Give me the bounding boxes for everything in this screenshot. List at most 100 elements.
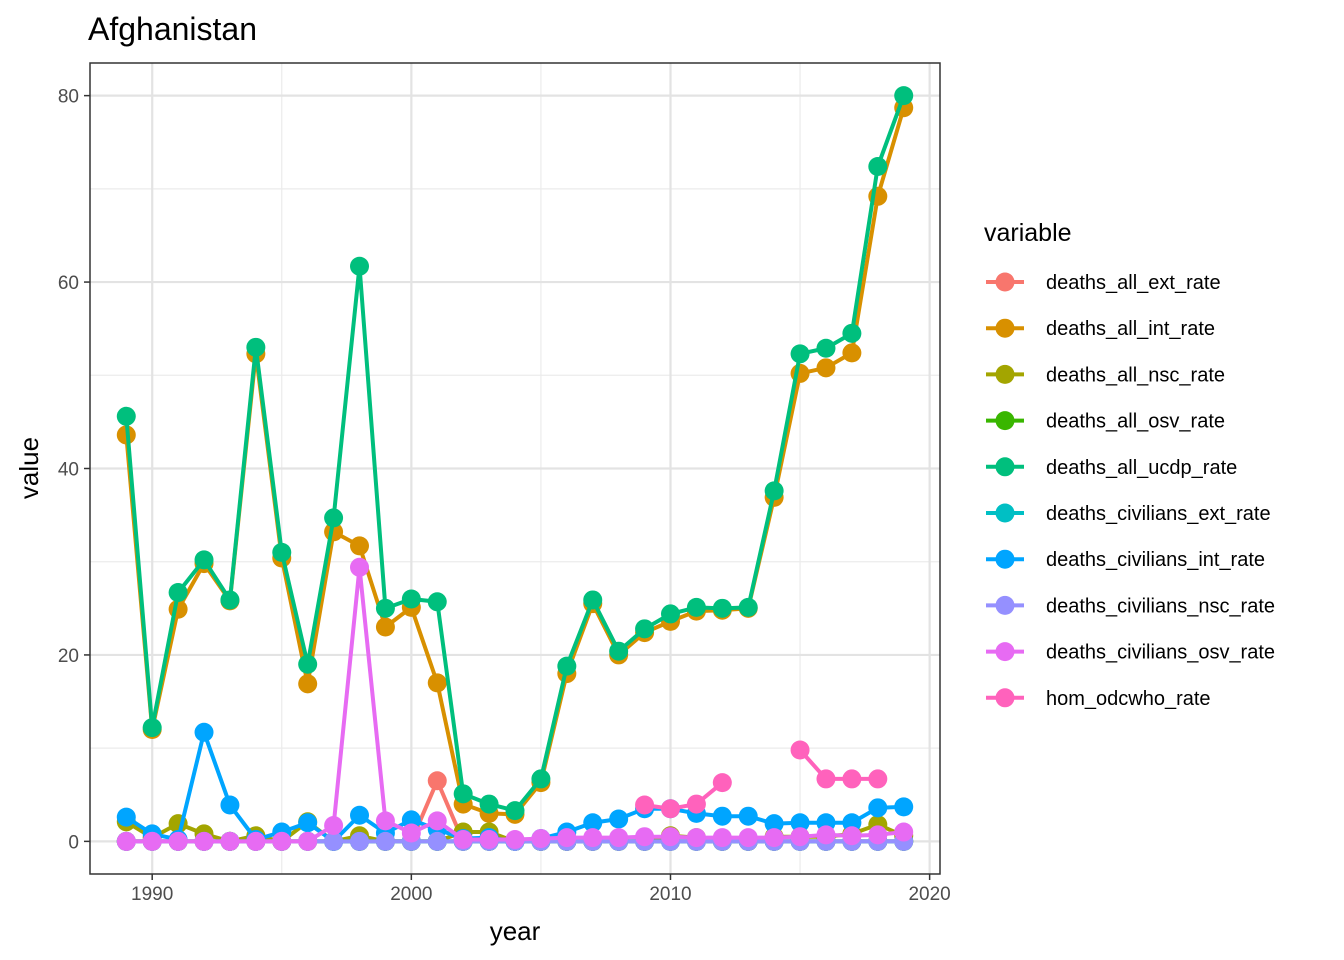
legend-item: hom_odcwho_rate	[986, 688, 1211, 710]
data-point	[609, 641, 629, 661]
data-point	[842, 813, 862, 833]
legend-item: deaths_all_ucdp_rate	[986, 457, 1237, 479]
legend-item: deaths_civilians_int_rate	[986, 549, 1265, 571]
legend-key-point	[995, 595, 1015, 615]
data-point	[738, 597, 758, 617]
data-point	[531, 769, 551, 789]
data-point	[842, 826, 862, 846]
data-point	[479, 794, 499, 814]
legend-label: hom_odcwho_rate	[1046, 688, 1211, 710]
legend-label: deaths_all_ext_rate	[1046, 272, 1221, 294]
data-point	[816, 338, 836, 358]
y-tick-label: 60	[58, 273, 79, 294]
x-tick-label: 2000	[390, 884, 432, 905]
legend-key-point	[995, 503, 1015, 523]
data-point	[298, 831, 318, 851]
series-hom_odcwho_rate	[635, 740, 888, 819]
data-point	[635, 795, 655, 815]
data-point	[894, 822, 914, 842]
data-point	[324, 508, 344, 528]
data-point	[298, 654, 318, 674]
data-point	[350, 256, 370, 276]
data-point	[479, 830, 499, 850]
y-tick-label: 80	[58, 87, 79, 108]
data-point	[401, 823, 421, 843]
data-point	[764, 828, 784, 848]
data-point	[272, 542, 292, 562]
data-point	[635, 827, 655, 847]
data-point	[375, 811, 395, 831]
data-point	[324, 831, 344, 851]
legend-key-point	[995, 318, 1015, 338]
data-point	[350, 831, 370, 851]
data-point	[505, 830, 525, 850]
data-point	[868, 825, 888, 845]
data-point	[168, 831, 188, 851]
data-point	[116, 831, 136, 851]
series-line	[644, 781, 724, 811]
data-point	[583, 813, 603, 833]
legend-key-point	[995, 457, 1015, 477]
legend-label: deaths_all_ucdp_rate	[1046, 457, 1237, 479]
data-point	[220, 831, 240, 851]
legend-item: deaths_civilians_ext_rate	[986, 503, 1271, 525]
data-point	[790, 344, 810, 364]
data-point	[738, 828, 758, 848]
data-point	[505, 801, 525, 821]
legend-item: deaths_all_nsc_rate	[986, 364, 1225, 386]
data-point	[686, 597, 706, 617]
data-point	[712, 773, 732, 793]
legend-item: deaths_all_osv_rate	[986, 411, 1225, 433]
y-axis-title: value	[14, 437, 44, 499]
data-point	[660, 827, 680, 847]
legend-title: variable	[984, 219, 1072, 247]
x-tick-label: 2010	[649, 884, 691, 905]
data-point	[764, 814, 784, 834]
data-point	[298, 813, 318, 833]
series-layer	[116, 86, 914, 851]
data-point	[609, 828, 629, 848]
legend: variable deaths_all_ext_rate deaths_all_i…	[984, 219, 1275, 710]
data-point	[842, 343, 862, 363]
data-point	[298, 674, 318, 694]
data-point	[842, 769, 862, 789]
data-point	[738, 806, 758, 826]
legend-item: deaths_all_int_rate	[986, 318, 1215, 340]
data-point	[142, 718, 162, 738]
data-point	[790, 813, 810, 833]
legend-items: deaths_all_ext_rate deaths_all_int_ratede…	[986, 272, 1275, 710]
data-point	[816, 825, 836, 845]
data-point	[583, 828, 603, 848]
data-point	[660, 799, 680, 819]
chart-title: Afghanistan	[88, 11, 257, 47]
y-tick-label: 20	[58, 646, 79, 667]
legend-label: deaths_civilians_int_rate	[1046, 549, 1265, 571]
legend-key-point	[995, 272, 1015, 292]
legend-label: deaths_all_nsc_rate	[1046, 364, 1225, 386]
data-point	[246, 831, 266, 851]
legend-key-point	[995, 364, 1015, 384]
data-point	[712, 828, 732, 848]
legend-item: deaths_civilians_nsc_rate	[986, 595, 1275, 617]
legend-key-point	[995, 688, 1015, 708]
data-point	[635, 619, 655, 639]
data-point	[583, 590, 603, 610]
data-point	[194, 550, 214, 570]
data-point	[427, 673, 447, 693]
data-point	[868, 156, 888, 176]
data-point	[453, 784, 473, 804]
data-point	[168, 582, 188, 602]
data-point	[375, 831, 395, 851]
legend-key-point	[995, 411, 1015, 431]
series-deaths_all_ucdp_rate	[116, 86, 914, 821]
data-point	[116, 406, 136, 426]
data-point	[272, 831, 292, 851]
data-point	[816, 769, 836, 789]
data-point	[816, 358, 836, 378]
legend-item: deaths_civilians_osv_rate	[986, 642, 1275, 664]
data-point	[427, 771, 447, 791]
y-tick-label: 40	[58, 460, 79, 481]
data-point	[712, 598, 732, 618]
x-axis-title: year	[490, 916, 541, 946]
